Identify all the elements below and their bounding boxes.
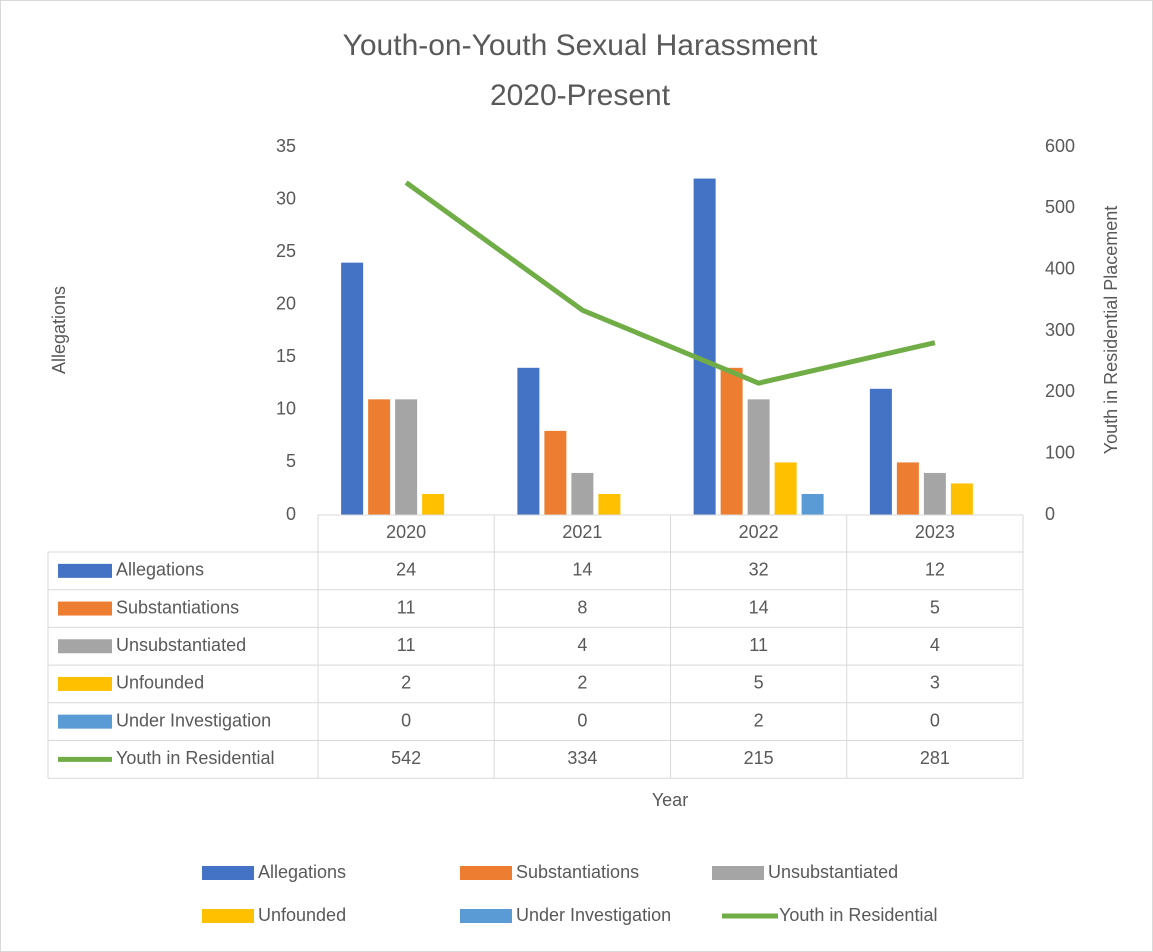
legend-label: Under Investigation xyxy=(516,905,671,925)
table-cell: 3 xyxy=(930,673,940,693)
legend-label: Unfounded xyxy=(258,905,346,925)
table-legend-key xyxy=(58,639,112,654)
table-cell: 2 xyxy=(401,673,411,693)
chart-title: Youth-on-Youth Sexual Harassment xyxy=(343,29,818,62)
table-cell: 0 xyxy=(401,710,411,730)
bar xyxy=(869,388,892,515)
y-tick-label: 0 xyxy=(286,504,296,524)
x-axis-title: Year xyxy=(652,790,688,810)
table-legend-key xyxy=(58,563,112,578)
table-row-label: Unfounded xyxy=(116,673,204,693)
legend-key xyxy=(202,909,254,923)
table-legend-key xyxy=(58,714,112,729)
bar xyxy=(571,472,594,515)
y-tick-label: 35 xyxy=(276,136,296,156)
y2-tick-label: 100 xyxy=(1045,442,1075,462)
table-cell: 24 xyxy=(396,560,416,580)
table-row-label: Substantiations xyxy=(116,597,239,617)
bar xyxy=(341,262,364,515)
legend-label: Substantiations xyxy=(516,862,639,882)
y2-tick-label: 500 xyxy=(1045,197,1075,217)
y-tick-label: 5 xyxy=(286,451,296,471)
bar xyxy=(395,399,418,515)
y-tick-label: 20 xyxy=(276,293,296,313)
table-row-label: Allegations xyxy=(116,560,204,580)
bar xyxy=(544,430,567,515)
chart-subtitle: 2020-Present xyxy=(490,79,671,112)
table-cell: 12 xyxy=(925,560,945,580)
table-cell: 11 xyxy=(749,635,768,655)
bar xyxy=(950,483,973,515)
bar xyxy=(774,462,797,515)
y-tick-label: 25 xyxy=(276,241,296,261)
bar xyxy=(368,399,391,515)
legend-label: Allegations xyxy=(258,862,346,882)
table-cell: 8 xyxy=(577,597,587,617)
table-cell: 11 xyxy=(397,597,416,617)
x-tick-label: 2022 xyxy=(739,522,779,542)
table-cell: 11 xyxy=(397,635,416,655)
legend-label: Unsubstantiated xyxy=(768,862,898,882)
table-cell: 4 xyxy=(577,635,587,655)
bar xyxy=(896,462,919,515)
table-cell: 0 xyxy=(930,710,940,730)
bar xyxy=(747,399,770,515)
table-cell: 281 xyxy=(920,748,950,768)
table-cell: 32 xyxy=(749,560,769,580)
y-tick-label: 30 xyxy=(276,188,296,208)
bar xyxy=(720,367,743,515)
table-cell: 542 xyxy=(391,748,421,768)
table-legend-key xyxy=(58,601,112,616)
table-legend-key xyxy=(58,676,112,691)
y2-tick-label: 200 xyxy=(1045,381,1075,401)
y2-tick-label: 400 xyxy=(1045,258,1075,278)
y-axis-title: Allegations xyxy=(49,286,69,374)
table-cell: 334 xyxy=(567,748,597,768)
y-tick-label: 15 xyxy=(276,346,296,366)
bar xyxy=(801,493,824,515)
table-cell: 2 xyxy=(577,673,587,693)
table-row-label: Unsubstantiated xyxy=(116,635,246,655)
y2-axis-title: Youth in Residential Placement xyxy=(1101,206,1121,455)
legend-key xyxy=(202,866,254,880)
bar xyxy=(598,493,621,515)
legend-key xyxy=(712,866,764,880)
bar xyxy=(923,472,946,515)
table-cell: 14 xyxy=(572,560,592,580)
x-tick-label: 2021 xyxy=(562,522,602,542)
table-cell: 5 xyxy=(930,597,940,617)
line xyxy=(404,180,936,386)
x-tick-label: 2020 xyxy=(386,522,426,542)
bar xyxy=(693,178,716,516)
y-tick-label: 10 xyxy=(276,399,296,419)
table-row-label: Youth in Residential xyxy=(116,748,274,768)
y2-tick-label: 0 xyxy=(1045,504,1055,524)
table-cell: 14 xyxy=(749,597,769,617)
table-cell: 0 xyxy=(577,710,587,730)
bar xyxy=(422,493,445,515)
bar xyxy=(517,367,540,515)
x-tick-label: 2023 xyxy=(915,522,955,542)
table-cell: 215 xyxy=(744,748,774,768)
table-cell: 5 xyxy=(754,673,764,693)
legend-label: Youth in Residential xyxy=(779,905,937,925)
table-row-label: Under Investigation xyxy=(116,710,271,730)
y2-tick-label: 300 xyxy=(1045,320,1075,340)
legend-key xyxy=(460,866,512,880)
y2-tick-label: 600 xyxy=(1045,136,1075,156)
table-cell: 4 xyxy=(930,635,940,655)
legend-key xyxy=(460,909,512,923)
table-cell: 2 xyxy=(754,710,764,730)
